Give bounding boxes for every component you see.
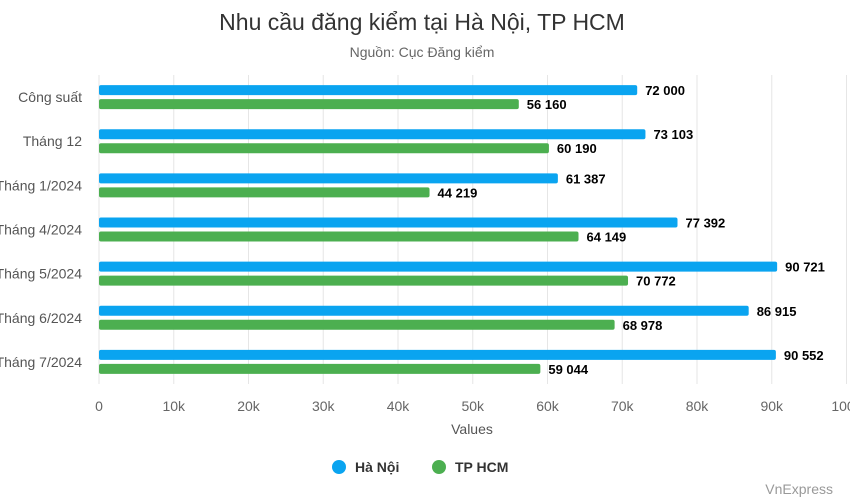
category-label: Tháng 12 bbox=[23, 133, 82, 149]
x-tick-label: 50k bbox=[461, 398, 485, 414]
data-label: 61 387 bbox=[566, 171, 606, 186]
bar-hanoi[interactable] bbox=[99, 305, 749, 316]
category-label: Tháng 1/2024 bbox=[0, 177, 82, 193]
data-label: 60 190 bbox=[557, 141, 597, 156]
data-label: 64 149 bbox=[587, 230, 627, 245]
chart-title: Nhu cầu đăng kiểm tại Hà Nội, TP HCM bbox=[219, 9, 625, 35]
data-label: 90 721 bbox=[785, 260, 825, 275]
legend-marker-tphcm bbox=[432, 460, 446, 474]
x-axis-title: Values bbox=[451, 421, 493, 437]
x-tick-label: 100k bbox=[831, 398, 850, 414]
category-label: Tháng 7/2024 bbox=[0, 354, 82, 370]
x-tick-label: 80k bbox=[686, 398, 710, 414]
bar-tphcm[interactable] bbox=[99, 363, 541, 374]
category-label: Tháng 4/2024 bbox=[0, 222, 82, 238]
x-tick-label: 0 bbox=[95, 398, 103, 414]
bar-hanoi[interactable] bbox=[99, 173, 558, 184]
category-label: Tháng 6/2024 bbox=[0, 310, 82, 326]
x-tick-label: 10k bbox=[162, 398, 186, 414]
data-label: 59 044 bbox=[548, 362, 589, 377]
bar-hanoi[interactable] bbox=[99, 129, 646, 140]
legend-item-tphcm[interactable]: TP HCM bbox=[432, 459, 508, 475]
data-label: 56 160 bbox=[527, 97, 567, 112]
bar-hanoi[interactable] bbox=[99, 85, 638, 96]
x-tick-label: 90k bbox=[760, 398, 784, 414]
bar-hanoi[interactable] bbox=[99, 261, 778, 272]
data-label: 44 219 bbox=[438, 185, 478, 200]
x-tick-label: 30k bbox=[312, 398, 336, 414]
bar-hanoi[interactable] bbox=[99, 349, 776, 360]
legend-label-hanoi: Hà Nội bbox=[355, 459, 399, 475]
bar-tphcm[interactable] bbox=[99, 319, 615, 330]
x-axis-ticks: 0 10k 20k 30k 40k 50k 60k 70k 80k 90k 100k bbox=[95, 398, 850, 414]
gridlines bbox=[98, 75, 847, 384]
x-tick-label: 20k bbox=[237, 398, 261, 414]
data-label: 68 978 bbox=[623, 318, 663, 333]
bars bbox=[99, 85, 778, 374]
bar-tphcm[interactable] bbox=[99, 187, 430, 198]
data-label: 77 392 bbox=[686, 216, 726, 231]
legend-label-tphcm: TP HCM bbox=[455, 459, 508, 475]
bar-hanoi[interactable] bbox=[99, 217, 678, 228]
x-tick-label: 70k bbox=[611, 398, 635, 414]
data-label: 72 000 bbox=[645, 83, 685, 98]
bar-tphcm[interactable] bbox=[99, 275, 629, 286]
category-label: Công suất bbox=[18, 89, 82, 105]
category-labels: Công suất Tháng 12 Tháng 1/2024 Tháng 4/202… bbox=[0, 89, 82, 370]
bar-tphcm[interactable] bbox=[99, 143, 549, 154]
bar-tphcm[interactable] bbox=[99, 231, 579, 242]
data-label: 90 552 bbox=[784, 348, 824, 363]
chart-subtitle: Nguồn: Cục Đăng kiểm bbox=[350, 44, 495, 60]
x-tick-label: 60k bbox=[536, 398, 560, 414]
category-label: Tháng 5/2024 bbox=[0, 266, 82, 282]
data-label: 70 772 bbox=[636, 274, 676, 289]
x-tick-label: 40k bbox=[387, 398, 411, 414]
bar-tphcm[interactable] bbox=[99, 99, 519, 110]
legend-marker-hanoi bbox=[332, 460, 346, 474]
data-label: 86 915 bbox=[757, 304, 797, 319]
data-labels: 72 000 56 160 73 103 60 190 61 387 44 219 77 3… bbox=[438, 83, 825, 377]
legend-item-hanoi[interactable]: Hà Nội bbox=[332, 459, 399, 475]
data-label: 73 103 bbox=[653, 127, 693, 142]
credit-text[interactable]: VnExpress bbox=[765, 481, 833, 497]
